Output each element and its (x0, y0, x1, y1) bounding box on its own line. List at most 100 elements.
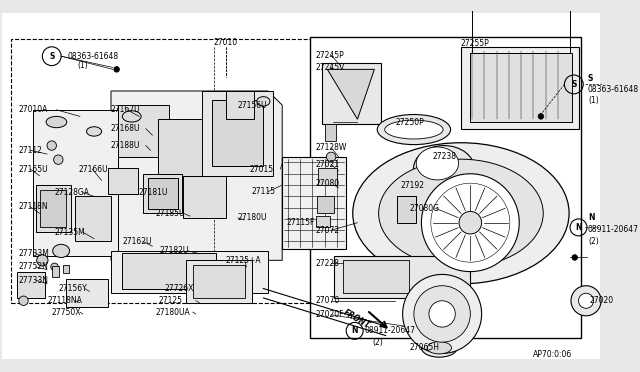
Text: S: S (588, 74, 593, 83)
Text: 27182U: 27182U (160, 246, 189, 256)
Circle shape (403, 275, 482, 353)
Ellipse shape (416, 147, 459, 180)
Bar (12, 39, 404, 303)
Text: 27185U: 27185U (156, 209, 185, 218)
Text: 27733N: 27733N (19, 276, 49, 285)
Text: 27072: 27072 (315, 226, 339, 235)
Circle shape (51, 263, 58, 271)
Text: (1): (1) (77, 61, 88, 70)
Bar (193, 265, 244, 298)
Bar (76, 196, 111, 241)
Circle shape (579, 293, 593, 308)
Text: 27255P: 27255P (461, 39, 490, 48)
Text: S: S (49, 52, 54, 61)
Text: 27010: 27010 (214, 38, 238, 46)
Polygon shape (111, 251, 268, 293)
Text: 27125+A: 27125+A (226, 256, 261, 265)
Text: 27752N: 27752N (19, 262, 49, 272)
Text: 27733M: 27733M (19, 249, 50, 258)
Ellipse shape (257, 97, 270, 106)
Text: 27010A: 27010A (19, 105, 48, 114)
Circle shape (114, 67, 120, 72)
Text: 27245P: 27245P (315, 51, 344, 60)
Circle shape (571, 286, 601, 316)
Ellipse shape (52, 244, 70, 257)
Bar (310, 37, 581, 339)
Text: 27135M: 27135M (54, 228, 85, 237)
Text: AP70:0:06: AP70:0:06 (532, 350, 572, 359)
Ellipse shape (429, 325, 455, 337)
Bar (143, 174, 182, 213)
Text: N: N (588, 214, 595, 222)
Text: 27238: 27238 (433, 153, 457, 161)
Bar (317, 196, 334, 213)
Text: N: N (575, 223, 582, 232)
Text: 27080: 27080 (315, 179, 339, 188)
Circle shape (36, 255, 48, 266)
Polygon shape (461, 47, 579, 129)
Text: 27020F: 27020F (315, 310, 344, 320)
Text: 27180U: 27180U (238, 214, 268, 222)
Text: 08911-20647: 08911-20647 (365, 326, 416, 336)
Text: 27125: 27125 (158, 296, 182, 305)
Text: 08363-61648: 08363-61648 (68, 52, 119, 61)
Text: N: N (351, 326, 358, 336)
Text: 27118N: 27118N (19, 202, 49, 211)
Text: 27188U: 27188U (111, 141, 140, 150)
Text: (2): (2) (372, 338, 383, 347)
Text: 27245V: 27245V (315, 63, 344, 72)
Circle shape (572, 255, 577, 260)
Bar (184, 176, 226, 218)
Text: 27181U: 27181U (138, 188, 168, 197)
Text: S: S (571, 80, 577, 89)
Circle shape (47, 141, 56, 150)
Polygon shape (111, 91, 282, 260)
Text: 27020: 27020 (590, 296, 614, 305)
Text: 08911-20647: 08911-20647 (588, 225, 639, 234)
Text: 27112: 27112 (19, 146, 43, 155)
Text: FRONT: FRONT (342, 308, 371, 331)
Bar (397, 196, 416, 223)
Text: 27118NA: 27118NA (47, 296, 82, 305)
Circle shape (414, 286, 470, 342)
Text: 27180UA: 27180UA (156, 308, 190, 317)
Text: 27165U: 27165U (19, 164, 49, 174)
Text: 27156U: 27156U (237, 100, 267, 110)
Ellipse shape (122, 111, 141, 122)
Text: 08363-61648: 08363-61648 (588, 84, 639, 94)
Ellipse shape (385, 120, 443, 139)
Text: 27015: 27015 (249, 164, 273, 174)
Text: 27162U: 27162U (122, 237, 152, 246)
Circle shape (429, 301, 455, 327)
Ellipse shape (413, 145, 475, 193)
Bar (202, 91, 273, 176)
Text: 27750X: 27750X (52, 308, 81, 317)
Ellipse shape (427, 341, 451, 354)
Text: 27168U: 27168U (111, 124, 141, 133)
Bar (212, 100, 264, 166)
Text: 27726X: 27726X (164, 284, 194, 293)
Circle shape (421, 174, 519, 272)
Text: 27128GA: 27128GA (54, 188, 90, 197)
Polygon shape (327, 69, 374, 119)
Bar (158, 119, 207, 176)
Polygon shape (33, 110, 118, 256)
Text: 27070: 27070 (315, 296, 339, 305)
Bar (316, 216, 330, 227)
Text: 27065H: 27065H (409, 343, 439, 352)
Bar (324, 124, 336, 141)
Ellipse shape (421, 339, 457, 357)
Circle shape (19, 296, 28, 305)
Polygon shape (322, 63, 381, 124)
Bar (148, 179, 178, 209)
Bar (343, 260, 409, 293)
Bar (472, 0, 570, 53)
Bar (36, 185, 72, 232)
Text: 27166U: 27166U (78, 164, 108, 174)
Text: 27115: 27115 (251, 187, 275, 196)
Bar (122, 253, 216, 289)
Bar (334, 256, 470, 298)
Text: 27156Y: 27156Y (58, 284, 87, 293)
Text: 27192: 27192 (401, 180, 425, 190)
Text: 27250P: 27250P (395, 118, 424, 126)
